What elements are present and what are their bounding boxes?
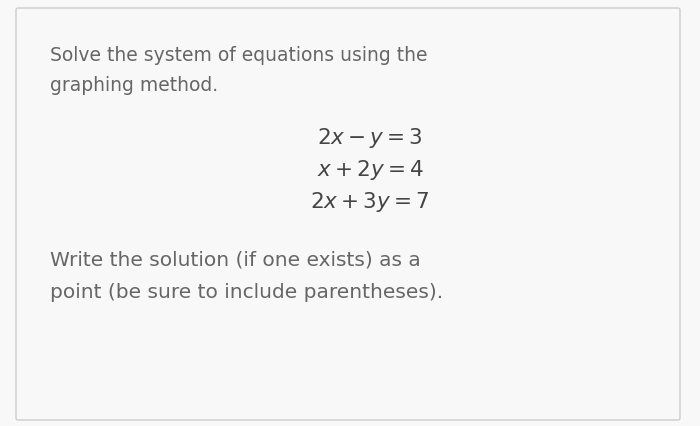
Text: Solve the system of equations using the: Solve the system of equations using the — [50, 46, 428, 65]
Text: graphing method.: graphing method. — [50, 76, 218, 95]
FancyBboxPatch shape — [16, 8, 680, 420]
Text: $2x + 3y = 7$: $2x + 3y = 7$ — [310, 190, 430, 214]
Text: $x + 2y = 4$: $x + 2y = 4$ — [316, 158, 424, 182]
Text: point (be sure to include parentheses).: point (be sure to include parentheses). — [50, 283, 443, 302]
Text: Write the solution (if one exists) as a: Write the solution (if one exists) as a — [50, 251, 421, 270]
Text: $2x - y = 3$: $2x - y = 3$ — [317, 126, 423, 150]
